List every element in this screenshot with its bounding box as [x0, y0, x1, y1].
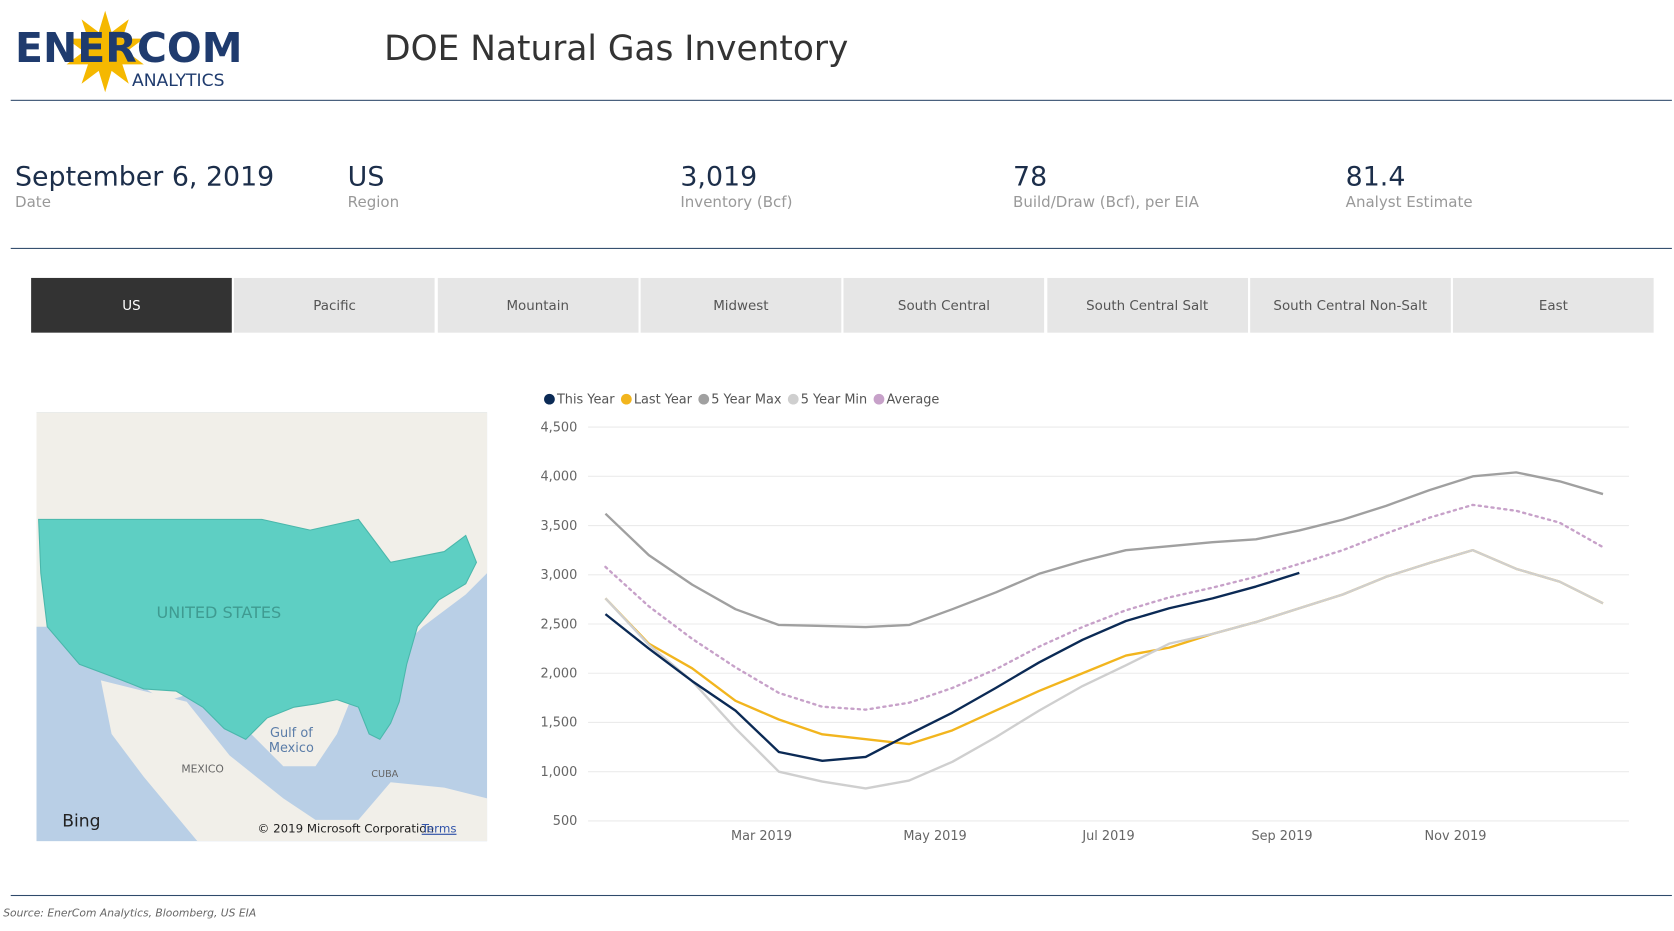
- kpi-card: September 6, 2019 Date: [15, 161, 274, 211]
- kpi-card: 81.4 Analyst Estimate: [1346, 161, 1473, 211]
- x-tick-label: Jul 2019: [1081, 829, 1134, 844]
- region-tab[interactable]: US: [31, 277, 232, 333]
- y-tick-label: 500: [553, 814, 578, 829]
- legend-marker: [620, 393, 632, 405]
- kpi-label: Analyst Estimate: [1345, 194, 1473, 212]
- logo-text: ENERCOM: [15, 24, 242, 72]
- logo-sun: [66, 10, 144, 93]
- us-region: [38, 518, 478, 741]
- region-tab[interactable]: South Central Salt: [1046, 277, 1248, 333]
- x-tick-label: Nov 2019: [1425, 829, 1487, 844]
- region-tab[interactable]: South Central: [843, 277, 1045, 333]
- kpi-label: Build/Draw (Bcf), per EIA: [1013, 194, 1199, 212]
- map-terms[interactable]: Terms: [421, 822, 457, 836]
- x-tick-label: May 2019: [903, 829, 966, 844]
- divider: [10, 894, 1672, 897]
- divider: [10, 99, 1672, 101]
- series-line: [604, 503, 1605, 711]
- logo: ENERCOM ANALYTICS: [15, 10, 243, 93]
- y-tick-label: 2,000: [540, 667, 577, 682]
- y-tick-label: 2,500: [540, 617, 577, 632]
- kpi-value: 81.4: [1345, 160, 1406, 193]
- legend-marker: [787, 393, 799, 405]
- legend-label: Average: [886, 392, 939, 407]
- kpi-value: September 6, 2019: [15, 160, 275, 193]
- map-label-box: Gulf of Mexico: [268, 725, 314, 756]
- map-copyright: © 2019 Microsoft Corporation: [258, 822, 434, 836]
- kpi-card: 78 Build/Draw (Bcf), per EIA: [1013, 161, 1199, 211]
- map: UNITED STATES Gulf of Mexico MEXICO CUBA…: [36, 412, 488, 842]
- line-chart: 500 1,000 1,500 2,000 2,500 3,000 3,500 4,000 4,…: [540, 392, 1629, 844]
- kpi-card: US Region: [348, 161, 399, 211]
- kpi-label: Region: [347, 194, 400, 212]
- y-tick-label: 1,500: [540, 716, 577, 731]
- legend-marker: [698, 393, 710, 405]
- y-tick-label: 3,000: [540, 568, 577, 583]
- kpi-value: US: [347, 160, 385, 193]
- kpi-card: 3,019 Inventory (Bcf): [680, 161, 792, 211]
- region-tab[interactable]: Mountain: [437, 277, 639, 333]
- map-label: CUBA: [371, 769, 398, 780]
- legend-label: Last Year: [634, 392, 693, 407]
- map-brand: Bing: [62, 811, 100, 831]
- series-line: [604, 471, 1604, 629]
- logo-sub: ANALYTICS: [132, 71, 224, 91]
- y-tick-label: 4,000: [540, 470, 577, 485]
- region-tab[interactable]: Midwest: [640, 277, 842, 333]
- kpi-label: Inventory (Bcf): [680, 194, 793, 212]
- source-note: Source: EnerCom Analytics, Bloomberg, US…: [3, 907, 257, 920]
- legend-marker: [873, 393, 885, 405]
- map-label: UNITED STATES: [157, 603, 282, 622]
- series-line: [604, 548, 1604, 746]
- legend-label: 5 Year Min: [801, 392, 867, 407]
- y-tick-label: 1,000: [540, 765, 577, 780]
- y-tick-label: 4,500: [540, 420, 577, 435]
- y-tick-label: 3,500: [540, 519, 577, 534]
- series-line: [604, 548, 1604, 790]
- map-label: MEXICO: [181, 763, 223, 776]
- page-title: DOE Natural Gas Inventory: [384, 27, 849, 69]
- kpi-label: Date: [15, 194, 51, 212]
- series-line: [604, 571, 1300, 763]
- map-label: Gulf of Mexico: [268, 725, 314, 756]
- x-tick-label: Sep 2019: [1251, 829, 1312, 844]
- kpi-value: 3,019: [680, 160, 758, 193]
- legend-label: This Year: [556, 392, 615, 407]
- map-land: [100, 680, 488, 842]
- kpi-value: 78: [1013, 160, 1048, 193]
- region-tab[interactable]: South Central Non-Salt: [1249, 277, 1451, 333]
- region-tab[interactable]: East: [1453, 277, 1654, 333]
- legend-marker: [544, 393, 555, 405]
- legend-label: 5 Year Max: [711, 392, 782, 407]
- x-tick-label: Mar 2019: [731, 829, 792, 844]
- divider: [10, 247, 1672, 249]
- region-tab[interactable]: Pacific: [234, 277, 435, 333]
